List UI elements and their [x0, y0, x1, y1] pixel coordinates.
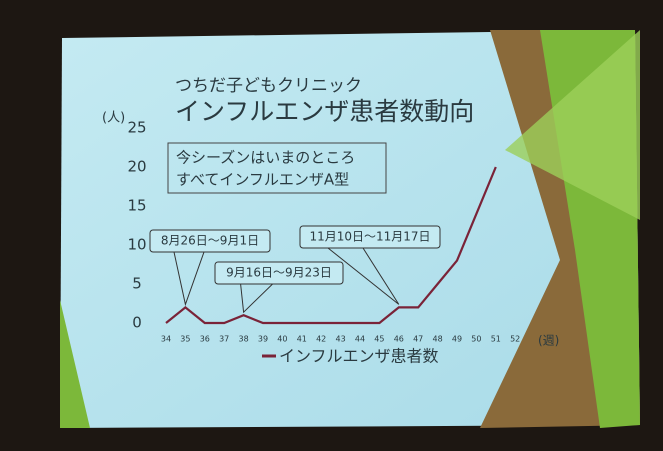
x-tick-label: 34 — [161, 335, 171, 344]
x-tick-label: 40 — [277, 335, 287, 344]
x-tick-label: 46 — [394, 335, 404, 344]
y-tick-label: 5 — [132, 275, 142, 293]
x-tick-label: 35 — [180, 335, 190, 344]
callout-label: 11月10日～11月17日 — [309, 230, 430, 244]
callout-label: 9月16日～9月23日 — [226, 266, 332, 280]
y-tick-label: 0 — [132, 314, 142, 332]
x-tick-label: 38 — [239, 335, 249, 344]
x-tick-label: 37 — [219, 335, 229, 344]
x-tick-label: 43 — [336, 335, 346, 344]
callout-label: 8月26日～9月1日 — [161, 234, 259, 248]
x-tick-label: 44 — [355, 335, 365, 344]
y-tick-label: 15 — [127, 197, 146, 215]
x-tick-label: 42 — [316, 335, 326, 344]
y-unit: (人) — [102, 111, 125, 126]
note-line: 今シーズンはいまのところ — [176, 149, 355, 167]
x-tick-label: 50 — [471, 335, 481, 344]
x-tick-label: 48 — [433, 335, 443, 344]
legend-label: インフルエンザ患者数 — [279, 347, 439, 366]
x-tick-label: 45 — [374, 335, 384, 344]
x-unit: (週) — [538, 334, 559, 348]
subtitle: インフルエンザ患者数動向 — [175, 97, 474, 126]
x-tick-label: 41 — [297, 335, 307, 344]
note-line: すべてインフルエンザA型 — [176, 171, 349, 189]
x-tick-label: 47 — [413, 335, 423, 344]
x-tick-label: 51 — [491, 335, 501, 344]
title: つちだ子どもクリニック — [175, 76, 362, 96]
screen: つちだ子どもクリニック インフルエンザ患者数動向 (人) (週) 今シーズンはい… — [0, 0, 663, 451]
y-tick-label: 20 — [127, 158, 146, 176]
x-tick-label: 36 — [200, 335, 210, 344]
x-tick-label: 39 — [258, 335, 268, 344]
x-tick-label: 52 — [510, 335, 520, 344]
y-tick-label: 25 — [127, 119, 146, 137]
y-tick-label: 10 — [127, 236, 146, 254]
x-tick-label: 49 — [452, 335, 462, 344]
